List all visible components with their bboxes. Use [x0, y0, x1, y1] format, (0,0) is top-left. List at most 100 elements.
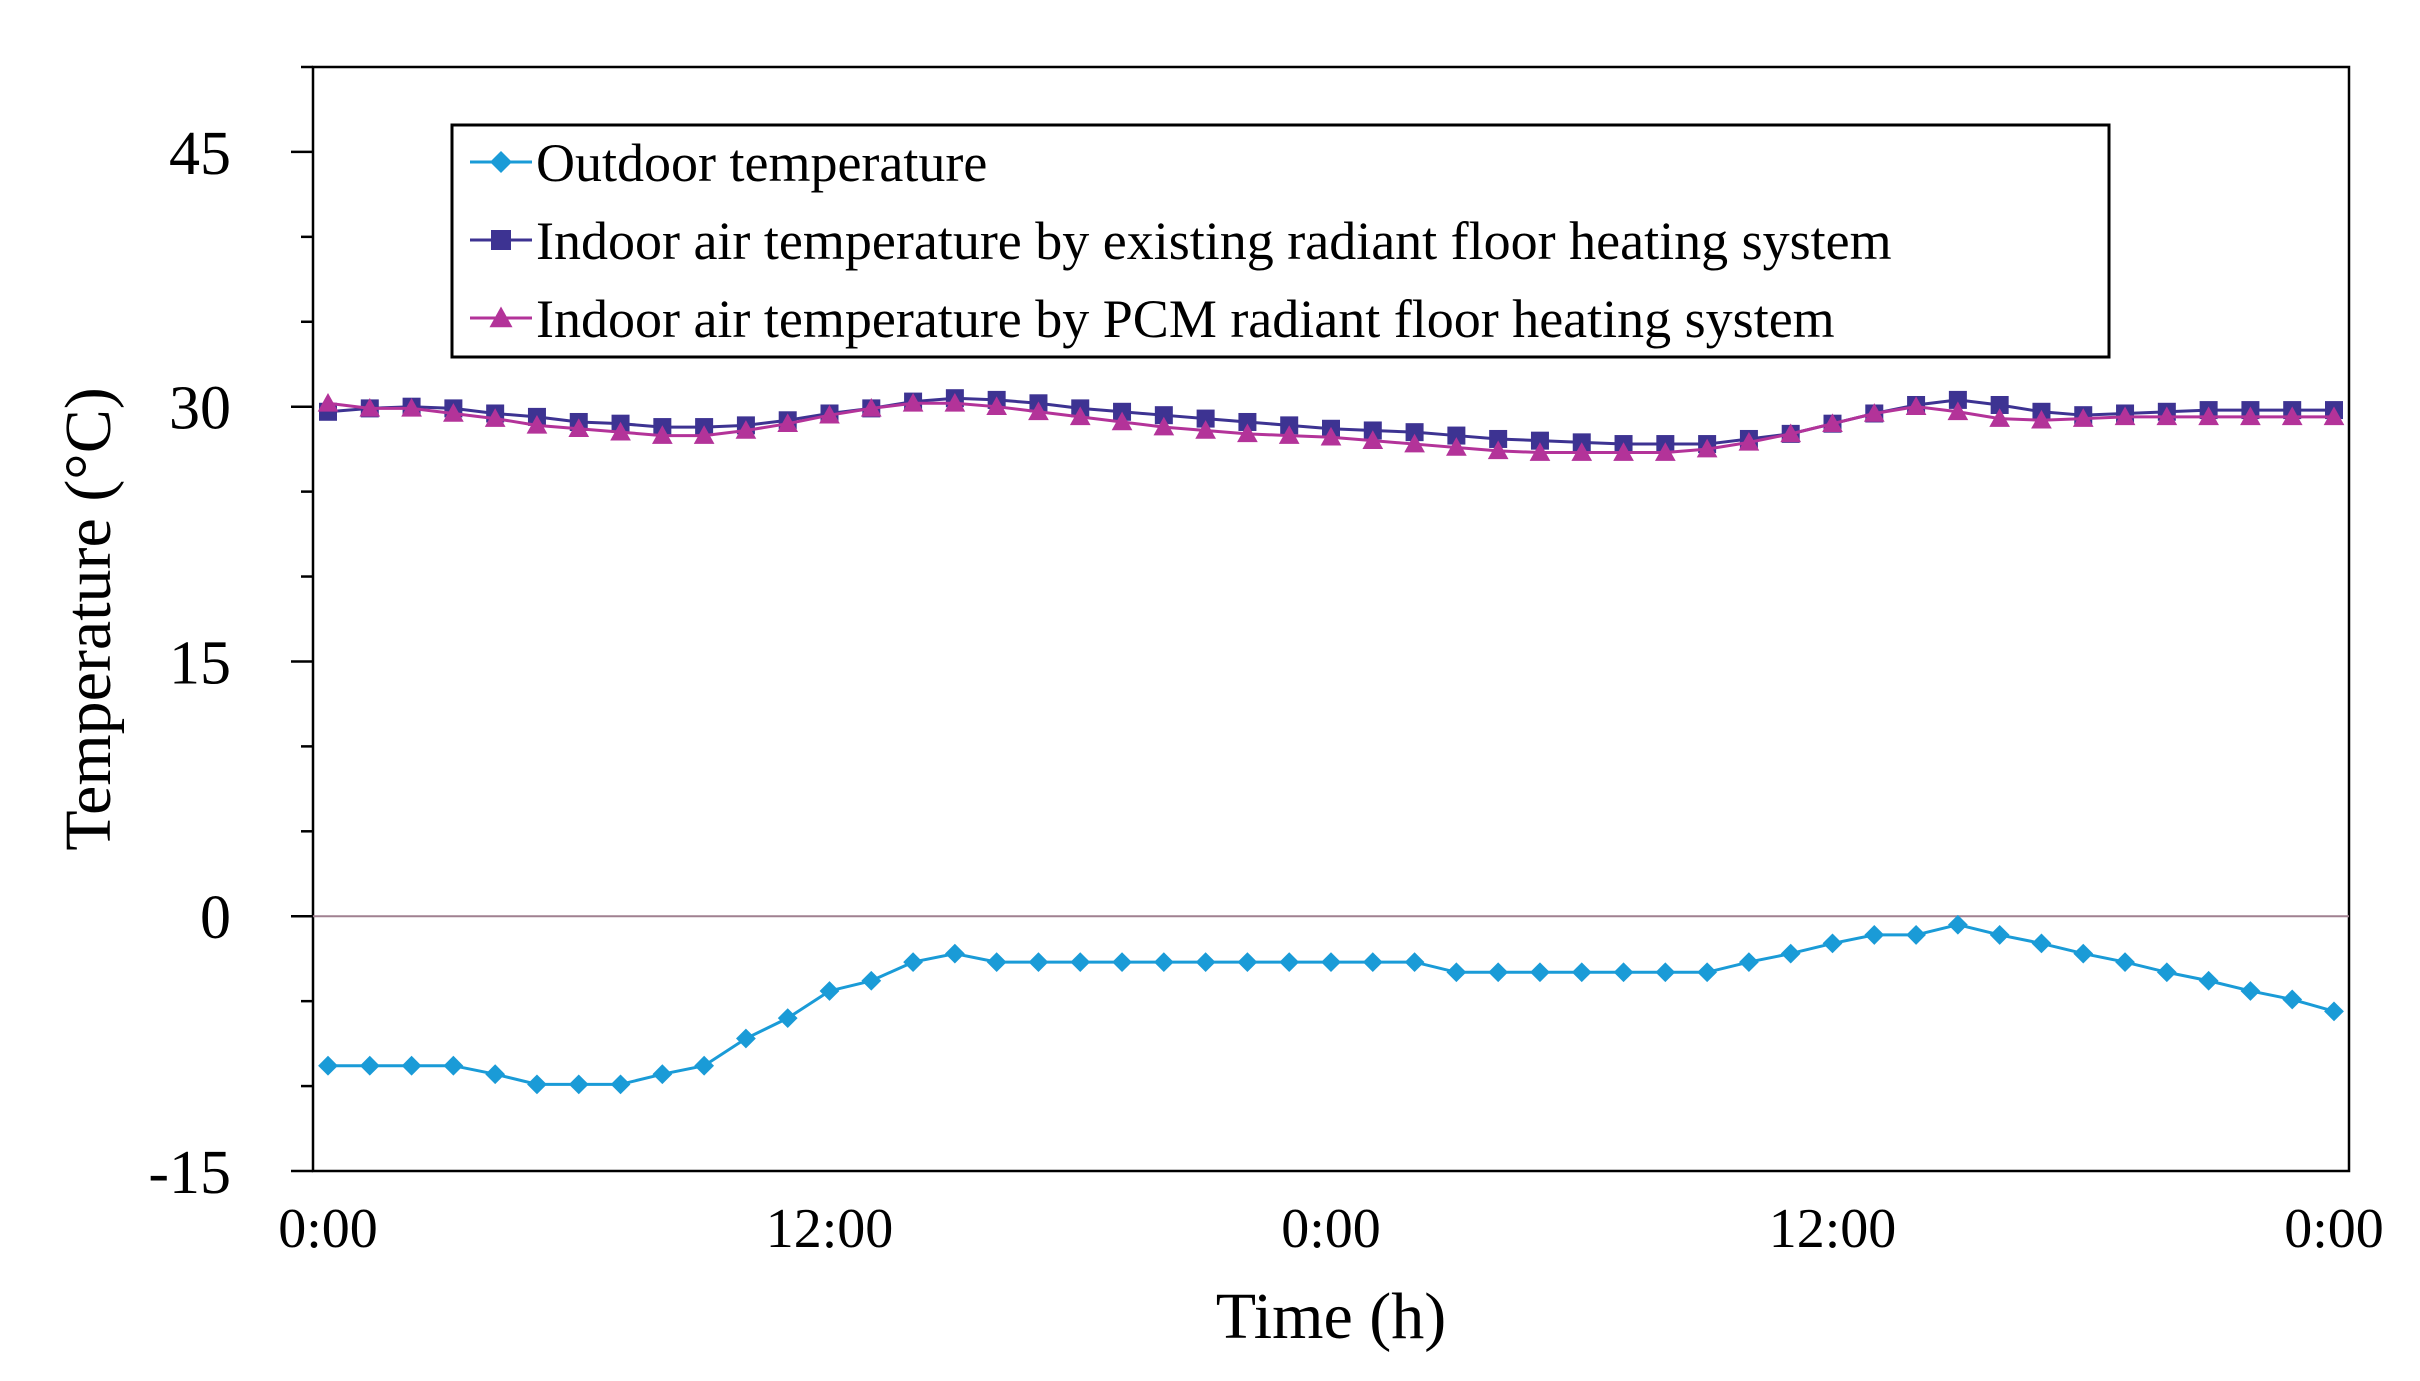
data-point: [1069, 406, 1091, 426]
y-tick-label: 45: [169, 120, 231, 188]
data-point: [1489, 429, 1508, 448]
data-point: [490, 151, 512, 173]
data-point: [2198, 970, 2219, 991]
data-point: [777, 1008, 798, 1029]
data-point: [2198, 406, 2219, 426]
data-point: [610, 421, 631, 441]
data-point: [489, 306, 513, 328]
x-tick-label: 12:00: [766, 1198, 894, 1260]
data-point: [1654, 442, 1676, 461]
data-point: [2324, 1001, 2344, 1022]
data-point: [777, 413, 799, 432]
data-point: [693, 425, 715, 444]
data-point: [1696, 438, 1718, 458]
data-point: [2240, 981, 2261, 1001]
data-point: [1321, 952, 1341, 972]
data-point: [1530, 431, 1549, 450]
data-point: [1947, 401, 1969, 421]
x-axis-label: Time (h): [1216, 1280, 1446, 1353]
data-point: [2156, 406, 2178, 426]
data-point: [1488, 962, 1509, 983]
data-point: [861, 970, 882, 991]
data-point: [1906, 925, 1926, 945]
data-point: [1948, 390, 1967, 409]
legend-label: Outdoor temperature: [536, 133, 987, 193]
data-point: [652, 1064, 673, 1085]
data-point: [491, 230, 511, 250]
data-point: [484, 408, 506, 427]
data-point: [610, 1074, 631, 1095]
data-point: [1028, 401, 1049, 421]
data-point: [1153, 416, 1175, 436]
data-point: [1447, 426, 1466, 445]
data-point: [1613, 962, 1634, 983]
data-point: [568, 1074, 589, 1095]
data-point: [944, 943, 965, 964]
data-point: [986, 396, 1008, 415]
data-point: [1989, 408, 2011, 427]
data-point: [526, 415, 548, 434]
legend: Outdoor temperature Indoor air temperatur…: [450, 123, 2111, 359]
data-point: [1613, 442, 1634, 461]
data-point: [1405, 423, 1424, 442]
legend-item: Indoor air temperature by PCM radiant fl…: [470, 289, 1835, 349]
series-diamond: [318, 914, 2344, 1095]
x-tick-label: 12:00: [1769, 1198, 1897, 1260]
plot-area: [311, 65, 2351, 1173]
x-tick-label: 0:00: [278, 1198, 378, 1260]
data-point: [485, 1064, 506, 1085]
legend-label: Indoor air temperature by PCM radiant fl…: [536, 289, 1835, 349]
data-point: [2072, 408, 2094, 427]
data-point: [986, 952, 1007, 972]
data-point: [1362, 952, 1383, 972]
data-point: [359, 398, 381, 417]
y-tick-label: 15: [169, 629, 231, 697]
data-point: [651, 425, 673, 444]
data-point: [1278, 425, 1300, 444]
data-point: [735, 420, 757, 439]
data-point: [1487, 440, 1509, 460]
data-point: [527, 1074, 547, 1095]
series-group: [317, 389, 2345, 1095]
data-point: [860, 398, 882, 417]
data-point: [1780, 943, 1801, 964]
data-point: [1571, 442, 1593, 461]
y-axis-label: Temperature (°C): [52, 387, 125, 850]
data-point: [1028, 952, 1049, 972]
data-point: [1404, 952, 1425, 972]
y-tick-label: 30: [169, 375, 231, 443]
data-point: [2282, 989, 2303, 1010]
data-point: [2073, 943, 2094, 964]
data-point: [819, 404, 840, 424]
data-point: [1154, 406, 1173, 425]
data-point: [1822, 413, 1843, 432]
data-point: [944, 392, 966, 412]
data-point: [1070, 952, 1091, 972]
y-tick-label: -15: [148, 1139, 231, 1207]
data-point: [1111, 411, 1133, 431]
data-point: [2323, 406, 2345, 426]
data-point: [1697, 962, 1718, 983]
legend-box: [450, 123, 2111, 359]
data-point: [1990, 395, 2009, 414]
data-point: [1530, 962, 1550, 983]
data-point: [1196, 409, 1215, 428]
data-point: [1989, 925, 2010, 945]
data-point: [2031, 409, 2052, 429]
data-point: [1404, 433, 1425, 453]
data-point: [902, 392, 924, 412]
data-point: [1947, 914, 1968, 935]
data-point: [1446, 962, 1467, 983]
data-point: [1529, 442, 1551, 461]
data-point: [1864, 925, 1885, 945]
data-point: [736, 1028, 756, 1049]
data-point: [1238, 412, 1257, 431]
legend-label: Indoor air temperature by existing radia…: [536, 211, 1892, 271]
x-tick-label: 0:00: [1281, 1198, 1381, 1260]
data-point: [1446, 437, 1467, 456]
data-point: [2114, 406, 2136, 426]
data-point: [1822, 933, 1843, 954]
data-point: [1739, 952, 1759, 972]
legend-item: Outdoor temperature: [470, 133, 987, 193]
